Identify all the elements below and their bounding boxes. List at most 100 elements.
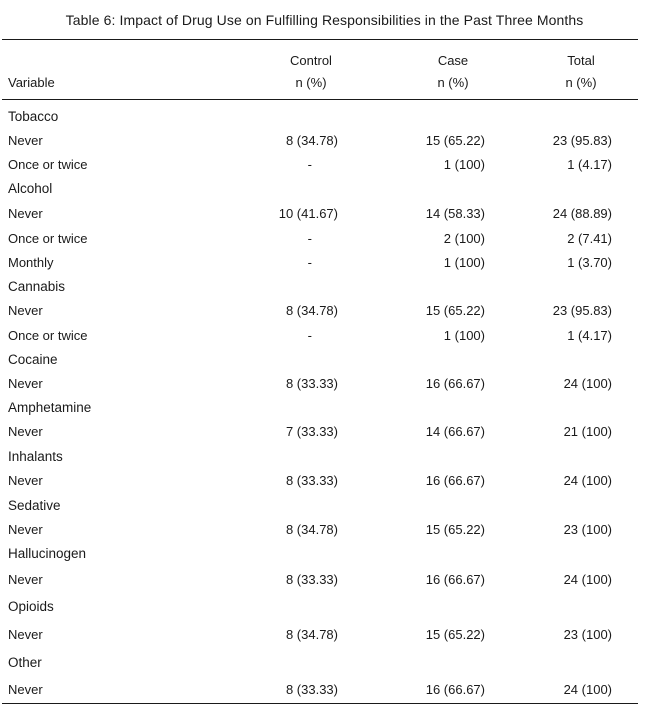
group-label: Cannabis bbox=[8, 279, 66, 294]
row-label: Once or twice bbox=[8, 231, 88, 246]
group-row: Inhalants bbox=[0, 446, 649, 468]
cell-total: 23 (95.83) bbox=[552, 303, 612, 318]
table-caption: Table 6: Impact of Drug Use on Fulfillin… bbox=[65, 12, 584, 28]
header-total-unit: n (%) bbox=[565, 75, 597, 90]
header-case: Case n (%) bbox=[393, 50, 513, 94]
cell-total: 1 (4.17) bbox=[567, 157, 612, 172]
group-label: Hallucinogen bbox=[8, 546, 87, 561]
cell-control: 8 (33.33) bbox=[285, 473, 338, 488]
table-row: Never 8 (34.78) 15 (65.22) 23 (100) bbox=[0, 624, 649, 646]
cell-control: 8 (33.33) bbox=[285, 682, 338, 697]
group-label: Sedative bbox=[8, 498, 61, 513]
group-label: Other bbox=[8, 655, 42, 670]
group-row: Other bbox=[0, 652, 649, 674]
cell-control: 8 (34.78) bbox=[285, 627, 338, 642]
cell-control: - bbox=[307, 231, 312, 246]
cell-case: 14 (58.33) bbox=[425, 206, 485, 221]
table-row: Once or twice - 1 (100) 1 (4.17) bbox=[0, 154, 649, 176]
header-variable: Variable bbox=[8, 75, 55, 90]
row-label: Monthly bbox=[8, 255, 54, 270]
group-row: Alcohol bbox=[0, 178, 649, 200]
cell-total: 24 (88.89) bbox=[552, 206, 612, 221]
cell-total: 23 (100) bbox=[563, 627, 612, 642]
row-label: Once or twice bbox=[8, 328, 88, 343]
table-header-rule bbox=[2, 99, 638, 100]
cell-total: 24 (100) bbox=[563, 376, 612, 391]
cell-case: 1 (100) bbox=[443, 328, 485, 343]
group-row: Cannabis bbox=[0, 276, 649, 298]
row-label: Never bbox=[8, 473, 43, 488]
cell-control: 8 (34.78) bbox=[285, 303, 338, 318]
cell-total: 1 (3.70) bbox=[567, 255, 612, 270]
cell-total: 2 (7.41) bbox=[567, 231, 612, 246]
group-row: Sedative bbox=[0, 495, 649, 517]
cell-control: - bbox=[307, 255, 312, 270]
cell-case: 16 (66.67) bbox=[425, 473, 485, 488]
row-label: Never bbox=[8, 627, 43, 642]
group-label: Tobacco bbox=[8, 109, 59, 124]
table-row: Never 8 (34.78) 15 (65.22) 23 (100) bbox=[0, 519, 649, 541]
table-row: Once or twice - 2 (100) 2 (7.41) bbox=[0, 228, 649, 250]
table-row: Never 8 (33.33) 16 (66.67) 24 (100) bbox=[0, 569, 649, 591]
group-row: Cocaine bbox=[0, 349, 649, 371]
cell-case: 15 (65.22) bbox=[425, 522, 485, 537]
row-label: Never bbox=[8, 376, 43, 391]
table-row: Never 10 (41.67) 14 (58.33) 24 (88.89) bbox=[0, 203, 649, 225]
header-total-label: Total bbox=[567, 53, 595, 68]
cell-case: 15 (65.22) bbox=[425, 303, 485, 318]
cell-control: - bbox=[307, 328, 312, 343]
table-top-rule bbox=[2, 39, 638, 41]
row-label: Never bbox=[8, 424, 43, 439]
row-label: Never bbox=[8, 303, 43, 318]
cell-case: 1 (100) bbox=[443, 255, 485, 270]
group-row: Tobacco bbox=[0, 106, 649, 128]
table-row: Never 8 (34.78) 15 (65.22) 23 (95.83) bbox=[0, 130, 649, 152]
table-bottom-rule bbox=[2, 703, 638, 705]
group-label: Inhalants bbox=[8, 449, 63, 464]
group-label: Opioids bbox=[8, 599, 54, 614]
header-control-unit: n (%) bbox=[295, 75, 327, 90]
table-row: Never 8 (33.33) 16 (66.67) 24 (100) bbox=[0, 470, 649, 492]
cell-case: 15 (65.22) bbox=[425, 133, 485, 148]
group-label: Amphetamine bbox=[8, 400, 92, 415]
group-row: Hallucinogen bbox=[0, 543, 649, 565]
cell-total: 24 (100) bbox=[563, 682, 612, 697]
table-row: Never 7 (33.33) 14 (66.67) 21 (100) bbox=[0, 421, 649, 443]
cell-total: 24 (100) bbox=[563, 473, 612, 488]
cell-case: 16 (66.67) bbox=[425, 572, 485, 587]
group-row: Opioids bbox=[0, 596, 649, 618]
cell-control: 8 (34.78) bbox=[285, 133, 338, 148]
table-row: Never 8 (33.33) 16 (66.67) 24 (100) bbox=[0, 373, 649, 395]
cell-control: 8 (33.33) bbox=[285, 572, 338, 587]
row-label: Never bbox=[8, 572, 43, 587]
cell-total: 24 (100) bbox=[563, 572, 612, 587]
cell-total: 21 (100) bbox=[563, 424, 612, 439]
row-label: Never bbox=[8, 682, 43, 697]
group-label: Alcohol bbox=[8, 181, 53, 196]
header-total: Total n (%) bbox=[521, 50, 641, 94]
table-row: Monthly - 1 (100) 1 (3.70) bbox=[0, 252, 649, 274]
cell-control: 7 (33.33) bbox=[285, 424, 338, 439]
cell-case: 16 (66.67) bbox=[425, 376, 485, 391]
cell-case: 14 (66.67) bbox=[425, 424, 485, 439]
row-label: Never bbox=[8, 206, 43, 221]
cell-total: 23 (100) bbox=[563, 522, 612, 537]
table-row: Never 8 (33.33) 16 (66.67) 24 (100) bbox=[0, 679, 649, 701]
table-row: Never 8 (34.78) 15 (65.22) 23 (95.83) bbox=[0, 300, 649, 322]
table-row: Once or twice - 1 (100) 1 (4.17) bbox=[0, 325, 649, 347]
cell-case: 1 (100) bbox=[443, 157, 485, 172]
cell-total: 1 (4.17) bbox=[567, 328, 612, 343]
group-label: Cocaine bbox=[8, 352, 58, 367]
header-case-unit: n (%) bbox=[437, 75, 469, 90]
cell-case: 15 (65.22) bbox=[425, 627, 485, 642]
cell-control: 10 (41.67) bbox=[278, 206, 338, 221]
header-case-label: Case bbox=[437, 53, 469, 68]
cell-case: 16 (66.67) bbox=[425, 682, 485, 697]
cell-control: 8 (33.33) bbox=[285, 376, 338, 391]
cell-total: 23 (95.83) bbox=[552, 133, 612, 148]
cell-control: - bbox=[307, 157, 312, 172]
group-row: Amphetamine bbox=[0, 397, 649, 419]
row-label: Once or twice bbox=[8, 157, 88, 172]
row-label: Never bbox=[8, 133, 43, 148]
cell-case: 2 (100) bbox=[443, 231, 485, 246]
